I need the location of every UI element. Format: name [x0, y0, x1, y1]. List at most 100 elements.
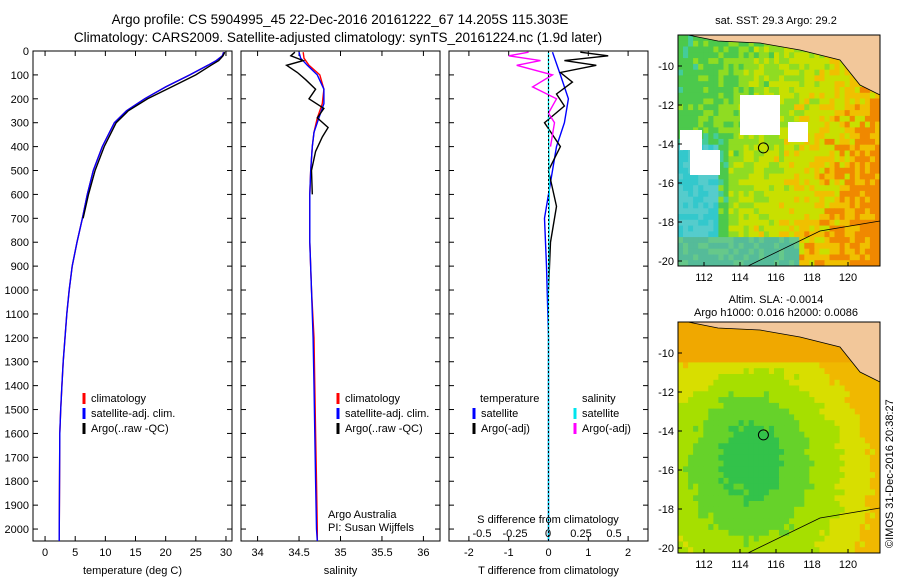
heatmap-cell — [683, 402, 689, 410]
legend-label: climatology — [345, 393, 401, 405]
heatmap-cell — [738, 529, 745, 537]
heatmap-cell — [733, 46, 739, 53]
heatmap-cell — [839, 379, 846, 387]
heatmap-cell — [753, 63, 760, 71]
heatmap-cell — [809, 214, 815, 221]
heatmap-cell — [678, 110, 684, 117]
heatmap-cell — [829, 397, 835, 404]
y-tick-label: 1000 — [5, 285, 29, 297]
x-tick-label: -2 — [464, 547, 474, 559]
heatmap-cell — [779, 190, 785, 198]
heatmap-cell — [683, 437, 689, 444]
heatmap-cell — [774, 63, 780, 71]
heatmap-cell — [768, 260, 775, 267]
heatmap-cell — [723, 437, 729, 444]
heatmap-cell — [683, 237, 689, 244]
heatmap-cell — [839, 98, 846, 105]
heatmap-cell — [854, 156, 861, 163]
heatmap-cell — [824, 225, 830, 232]
heatmap-cell — [703, 40, 709, 48]
heatmap-cell — [718, 144, 724, 151]
heatmap-cell — [789, 333, 795, 340]
heatmap-cell — [733, 202, 739, 209]
heatmap-cell — [758, 501, 765, 508]
heatmap-cell — [738, 208, 745, 215]
heatmap-cell — [688, 35, 694, 42]
heatmap-cell — [809, 110, 815, 117]
heatmap-cell — [713, 202, 719, 209]
heatmap-cell — [824, 58, 830, 65]
heatmap-cell — [839, 420, 846, 427]
heatmap-cell — [708, 345, 714, 352]
heatmap-cell — [809, 391, 815, 398]
heatmap-cell — [723, 231, 729, 238]
heatmap-cell — [728, 524, 734, 531]
heatmap-cell — [824, 214, 830, 221]
heatmap-cell — [869, 524, 876, 531]
heatmap-cell — [718, 327, 724, 335]
heatmap-cell — [723, 242, 729, 250]
heatmap-cell — [713, 81, 719, 88]
heatmap-cell — [683, 214, 689, 221]
heatmap-cell — [703, 242, 709, 250]
heatmap-cell — [779, 472, 785, 479]
heatmap-cell — [829, 541, 835, 548]
heatmap-cell — [854, 402, 861, 410]
heatmap-cell — [794, 368, 800, 375]
heatmap-cell — [743, 150, 750, 157]
heatmap-cell — [875, 397, 881, 404]
heatmap-cell — [784, 420, 790, 427]
heatmap-cell — [875, 98, 881, 105]
heatmap-cell — [869, 133, 876, 140]
heatmap-cell — [875, 431, 881, 438]
heatmap-cell — [804, 81, 810, 88]
heatmap-cell — [784, 541, 790, 548]
heatmap-cell — [804, 529, 810, 537]
heatmap-cell — [688, 248, 694, 255]
heatmap-cell — [869, 248, 876, 255]
heatmap-cell — [768, 472, 775, 479]
heatmap-cell — [854, 98, 861, 105]
heatmap-cell — [753, 466, 760, 473]
heatmap-cell — [829, 443, 835, 450]
s-tick-label: 0.5 — [606, 528, 621, 540]
heatmap-cell — [758, 208, 765, 215]
heatmap-cell — [698, 431, 704, 438]
heatmap-cell — [718, 214, 724, 221]
heatmap-cell — [854, 379, 861, 387]
heatmap-cell — [849, 75, 856, 82]
heatmap-cell — [779, 127, 785, 134]
heatmap-cell — [728, 414, 734, 421]
heatmap-cell — [779, 231, 785, 238]
heatmap-cell — [864, 437, 871, 444]
heatmap-cell — [824, 260, 830, 267]
heatmap-cell — [753, 162, 760, 169]
heatmap-cell — [703, 115, 709, 123]
heatmap-cell — [844, 208, 851, 215]
y-tick-label: 1400 — [5, 381, 29, 393]
heatmap-cell — [829, 196, 835, 203]
heatmap-cell — [814, 63, 820, 71]
heatmap-cell — [774, 225, 780, 232]
heatmap-cell — [784, 501, 790, 508]
heatmap-cell — [819, 138, 825, 146]
heatmap-cell — [713, 460, 719, 467]
heatmap-cell — [693, 495, 699, 502]
heatmap-cell — [859, 92, 866, 100]
heatmap-cell — [728, 350, 734, 358]
heatmap-cell — [824, 501, 830, 508]
heatmap-cell — [723, 167, 729, 175]
heatmap-cell — [683, 518, 689, 525]
heatmap-cell — [723, 144, 729, 151]
heatmap-cell — [723, 425, 729, 433]
heatmap-cell — [849, 547, 856, 554]
heatmap-cell — [859, 254, 866, 261]
heatmap-cell — [804, 414, 810, 421]
heatmap-cell — [753, 414, 760, 421]
heatmap-cell — [859, 225, 866, 232]
heatmap-cell — [763, 460, 770, 467]
heatmap-cell — [794, 472, 800, 479]
heatmap-cell — [814, 345, 820, 352]
heatmap-cell — [859, 167, 866, 175]
heatmap-cell — [794, 63, 800, 71]
